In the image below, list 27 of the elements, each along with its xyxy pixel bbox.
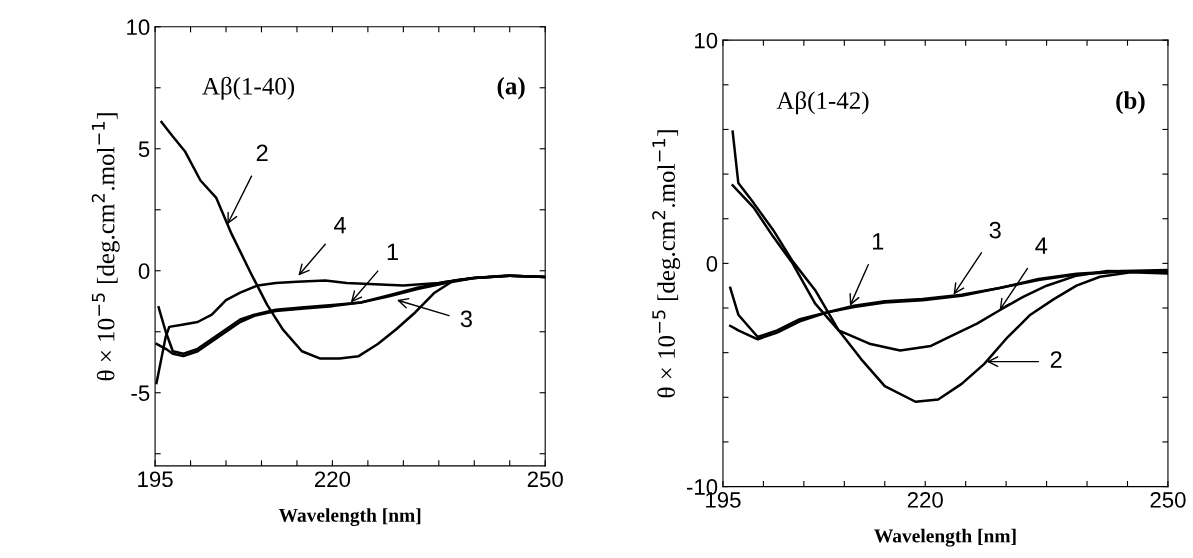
y-tick-label: 10 <box>127 19 150 36</box>
annotation: 2 <box>256 144 268 162</box>
annotation: 4 <box>334 216 346 234</box>
y-tick-label: 10 <box>695 32 718 49</box>
annotation: (b) <box>1116 91 1145 115</box>
annotation: 1 <box>873 233 884 250</box>
annotation: 4 <box>1035 237 1048 254</box>
annotation: Aβ(1-40) <box>202 76 295 100</box>
x-tick-label: 250 <box>1150 492 1186 508</box>
annotation: Aβ(1-42) <box>776 91 869 115</box>
y-tick-label: 5 <box>138 141 150 158</box>
y-tick-label: 0 <box>138 263 150 280</box>
y-axis-title: θ × 10$^{−5}$ [deg.cm$^{2}$.mol$^{−1}$] <box>652 130 681 398</box>
annotation: 2 <box>1050 351 1062 368</box>
x-tick-label: 250 <box>527 471 563 488</box>
y-tick-label: -5 <box>131 385 150 402</box>
annotation: 3 <box>989 221 1001 239</box>
x-tick-label: 195 <box>138 471 173 488</box>
annotation: 3 <box>460 310 472 328</box>
x-axis-title: Wavelength [nm] <box>874 528 1016 547</box>
annotation: 1 <box>387 243 398 260</box>
x-tick-label: 220 <box>314 471 351 488</box>
x-tick-label: 220 <box>907 492 943 508</box>
y-axis-title: θ × 10$^{−5}$ [deg.cm$^{2}$.mol$^{−1}$] <box>91 113 120 381</box>
x-axis-title: Wavelength [nm] <box>278 508 421 526</box>
y-tick-label: 0 <box>706 255 718 272</box>
annotation: (a) <box>497 76 525 100</box>
